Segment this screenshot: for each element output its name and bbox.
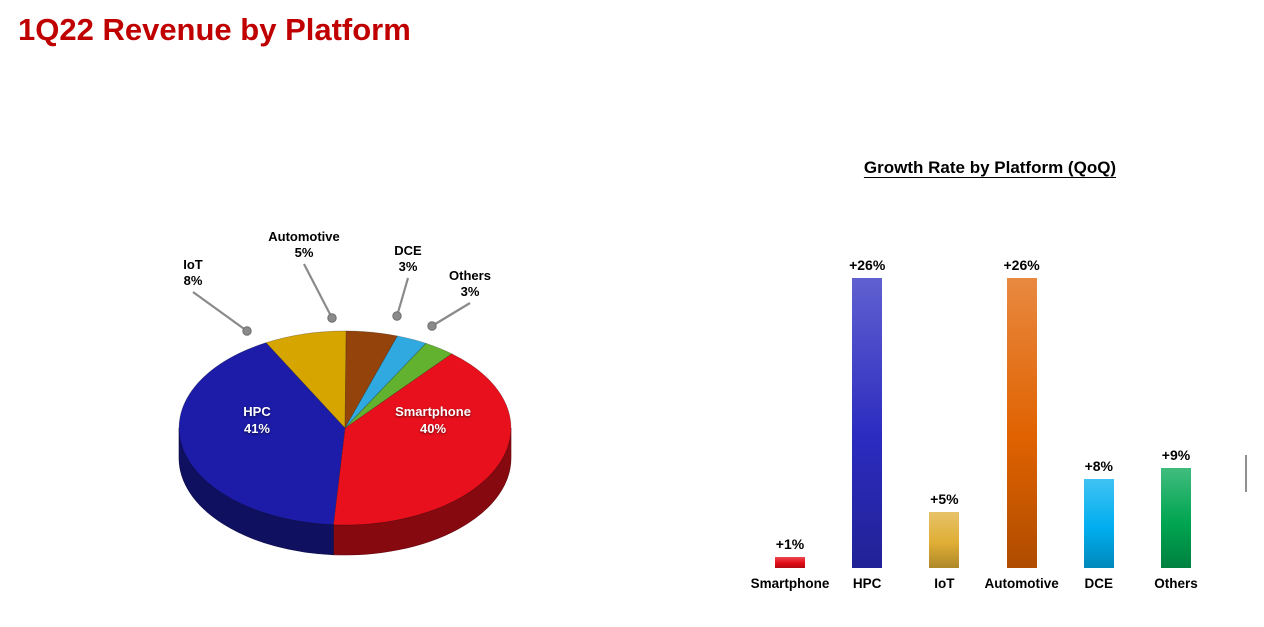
page-title: 1Q22 Revenue by Platform (18, 12, 411, 47)
bar-dce (1083, 478, 1114, 568)
bar-chart-title: Growth Rate by Platform (QoQ) (863, 158, 1117, 177)
bar-plot-area: +1% +26% +5% +26% +8% +9% (740, 150, 1240, 568)
pie-callout-line-others (431, 302, 471, 327)
bar-category-label-smartphone: Smartphone (750, 576, 830, 591)
bar-category-label-hpc: HPC (852, 576, 882, 591)
bar-value-label-automotive: +26% (1003, 257, 1040, 273)
bar-category-label-others: Others (1154, 576, 1198, 591)
pie-callout-dot-iot (242, 326, 252, 336)
bar-column-iot: +5% (905, 150, 983, 568)
bar-value-label-smartphone: +1% (775, 535, 805, 552)
bar-category-axis: Smartphone HPC IoT Automotive DCE Others (740, 576, 1240, 598)
bar-chart: Growth Rate by Platform (QoQ) +1% +26% +5%… (740, 150, 1240, 620)
bar-others (1161, 467, 1191, 568)
bar-value-label-iot: +5% (930, 491, 959, 508)
pie-callout-line-iot (192, 291, 248, 332)
pie-slice-smartphone (333, 353, 512, 526)
bar-category-label-dce: DCE (1084, 576, 1114, 591)
pie-callout-dot-dce (392, 311, 402, 321)
bar-smartphone (775, 556, 805, 568)
bar-automotive (1006, 278, 1037, 568)
bar-hpc (852, 278, 883, 568)
pie-slice-others (344, 342, 453, 429)
pie-slice-dce (344, 335, 427, 429)
bar-column-hpc: +26% (828, 150, 906, 568)
pie-slice-side-hpc (178, 427, 334, 556)
bar-category-label-iot: IoT (934, 576, 955, 591)
pie-callout-line-dce (395, 277, 410, 317)
right-edge-artifact-line (1245, 455, 1247, 492)
bar-column-automotive: +26% (983, 150, 1061, 568)
bar-value-label-dce: +8% (1084, 457, 1113, 474)
pie-slice-hpc (178, 342, 346, 526)
bar-column-smartphone: +1% (751, 150, 829, 568)
bar-column-others: +9% (1137, 150, 1215, 568)
bar-value-label-others: +9% (1161, 446, 1191, 463)
bar-column-dce: +8% (1060, 150, 1138, 568)
bar-iot (929, 512, 960, 568)
pie-slice-automotive (344, 330, 398, 430)
bar-category-label-automotive: Automotive (984, 576, 1059, 591)
pie-slice-iot (265, 330, 347, 429)
pie-callout-dot-others (427, 321, 437, 331)
pie-callout-dot-automotive (327, 313, 337, 323)
bar-value-label-hpc: +26% (849, 257, 886, 273)
pie-callout-line-automotive (303, 263, 333, 319)
